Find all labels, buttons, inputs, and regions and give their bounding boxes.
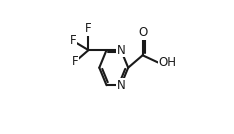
Text: O: O xyxy=(138,26,147,39)
Text: F: F xyxy=(72,55,79,68)
Text: OH: OH xyxy=(158,56,176,69)
Text: N: N xyxy=(117,44,125,57)
Text: F: F xyxy=(70,34,76,47)
Text: F: F xyxy=(85,22,92,35)
Text: N: N xyxy=(117,79,125,92)
